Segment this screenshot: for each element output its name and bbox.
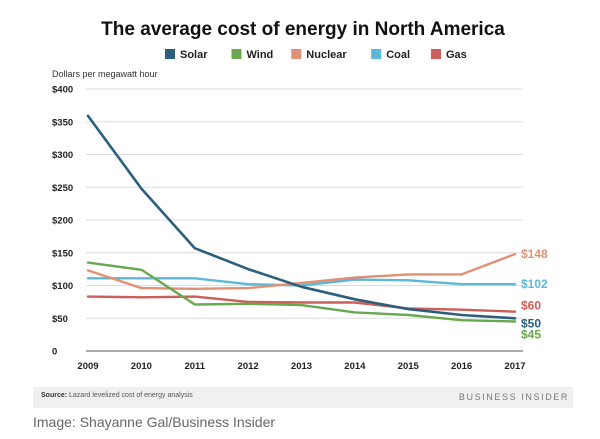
y-axis-label: Dollars per megawatt hour [52, 69, 158, 79]
chart-container: The average cost of energy in North Amer… [33, 8, 573, 408]
y-tick-label: $400 [52, 85, 73, 96]
end-label-solar: $50 [521, 316, 541, 330]
x-tick-label: 2015 [398, 361, 420, 372]
y-tick-label: $100 [52, 281, 73, 292]
image-caption: Image: Shayanne Gal/Business Insider [33, 414, 276, 430]
legend-item-nuclear: Nuclear [291, 49, 347, 61]
legend-swatch [165, 49, 175, 59]
y-tick-label: $200 [52, 216, 73, 227]
source-note: Source: Lazard levelized cost of energy … [41, 392, 193, 399]
x-tick-label: 2014 [344, 361, 366, 372]
end-label-gas: $60 [521, 299, 541, 313]
legend-label: Solar [180, 49, 208, 61]
legend: Solar Wind Nuclear Coal Gas [165, 49, 467, 61]
end-label-nuclear: $148 [521, 247, 548, 261]
brand-name: BUSINESS INSIDER [458, 392, 569, 402]
series-line-solar [86, 114, 517, 320]
legend-label: Gas [446, 49, 467, 61]
source-label: Source: [41, 392, 68, 399]
x-tick-label: 2013 [291, 361, 312, 372]
chart-title: The average cost of energy in North Amer… [101, 19, 505, 40]
y-tick-label: 0 [52, 347, 57, 358]
x-tick-label: 2010 [131, 361, 152, 372]
y-tick-label: $300 [52, 150, 73, 161]
series-line-gas [86, 295, 517, 313]
source-text: Lazard levelized cost of energy analysis [69, 392, 193, 399]
x-tick-label: 2017 [504, 361, 525, 372]
legend-swatch [431, 49, 441, 59]
y-tick-label: $350 [52, 117, 73, 128]
y-tick-label: $250 [52, 183, 73, 194]
legend-label: Wind [247, 49, 274, 61]
legend-item-coal: Coal [371, 49, 410, 61]
x-tick-label: 2009 [77, 361, 98, 372]
y-tick-label: $50 [52, 314, 68, 325]
x-tick-label: 2016 [451, 361, 472, 372]
legend-label: Nuclear [306, 49, 347, 61]
legend-swatch [231, 49, 242, 59]
x-tick-label: 2012 [238, 361, 259, 372]
legend-swatch [371, 49, 382, 59]
series-line-wind [86, 261, 517, 323]
x-axis-ticks: 2009 2010 2011 2012 2013 2014 2015 2016 2017 [77, 361, 525, 372]
legend-item-solar: Solar [165, 49, 208, 61]
y-axis-ticks: 0 $50 $100 $150 $200 $250 $300 $350 $400 [52, 85, 73, 358]
y-tick-label: $150 [52, 248, 73, 259]
line-chart: The average cost of energy in North Amer… [52, 19, 548, 372]
legend-swatch [291, 49, 302, 59]
legend-item-gas: Gas [431, 49, 467, 61]
end-labels: $50$45 $148 $102 $60 [521, 247, 548, 341]
series-line-nuclear [86, 252, 517, 290]
gridlines [86, 88, 523, 352]
legend-label: Coal [386, 49, 410, 61]
end-label-coal: $102 [521, 277, 548, 291]
x-tick-label: 2011 [184, 361, 205, 372]
chart-footer: Source: Lazard levelized cost of energy … [33, 387, 573, 408]
end-label-wind: $45 [521, 328, 541, 342]
series-lines [86, 114, 517, 323]
legend-item-wind: Wind [231, 49, 274, 61]
